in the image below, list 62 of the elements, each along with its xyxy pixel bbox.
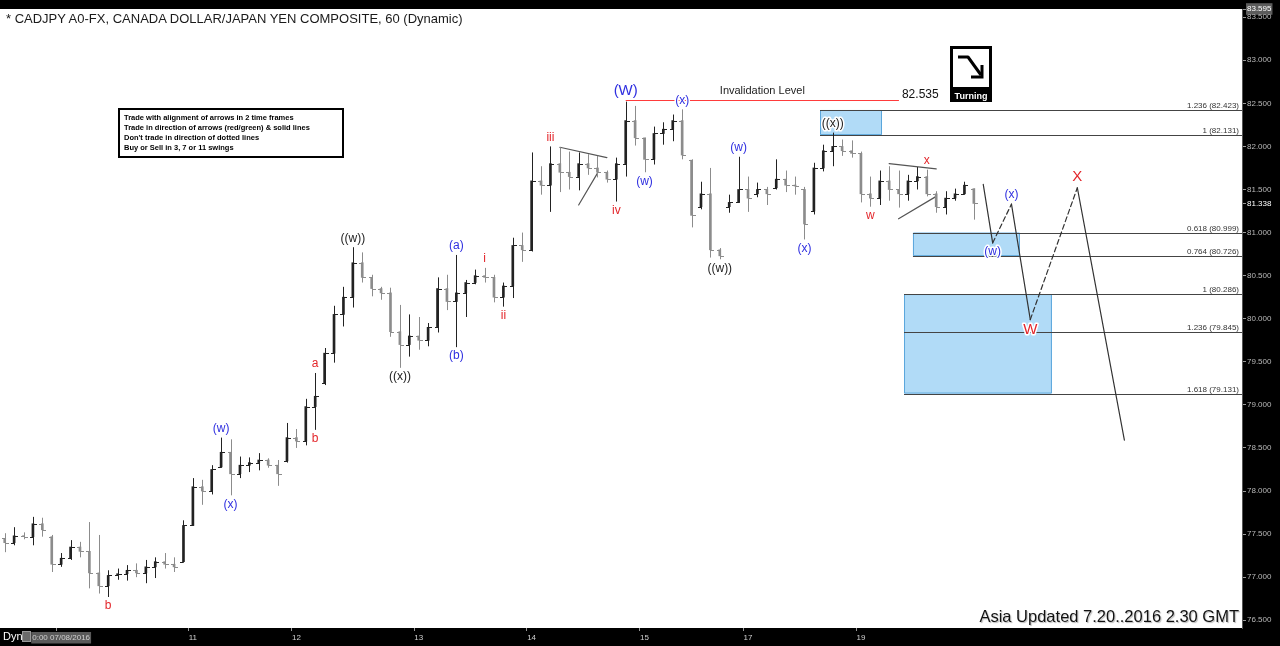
annotation: (w) [730, 140, 747, 155]
text: Dyn [3, 630, 23, 643]
annotation: Asia Updated 7.20..2016 2.30 GMT [979, 607, 1239, 626]
y-tick-label: 81.000 [1247, 227, 1273, 237]
annotation: w [865, 208, 875, 223]
ref-line-label: 1.236 (79.845) [1186, 322, 1240, 332]
x-tick-label: 0:00 07/08/2016 [32, 633, 91, 642]
y-tick-label: 83.595 [1247, 4, 1273, 14]
annotation: a [311, 356, 319, 371]
y-tick-label: 82.000 [1247, 141, 1273, 151]
y-tick-label: 79.500 [1247, 356, 1273, 366]
y-tick-label: 83.500 [1247, 12, 1273, 22]
annotation: (W) [613, 81, 638, 99]
y-tick-label: 82.500 [1247, 98, 1273, 108]
ref-line-label: 0.764 (80.726) [1186, 246, 1240, 256]
x-tick-label: 14 [527, 633, 537, 642]
annotation: (x) [797, 240, 812, 255]
x-tick-label: 19 [856, 633, 866, 642]
y-tick-label: 80.500 [1247, 270, 1273, 280]
annotation: b [311, 431, 319, 446]
annotation: (w) [984, 244, 1001, 259]
annotation: (x) [223, 496, 238, 511]
ref-line-label: 1 (82.131) [1202, 125, 1240, 135]
annotation: Turning [950, 90, 992, 102]
y-tick-label: 83.000 [1247, 55, 1273, 65]
annotation: iii [546, 129, 555, 144]
annotation: (b) [449, 348, 464, 363]
annotation: iv [611, 202, 621, 217]
annotation: ((x)) [388, 369, 411, 384]
ref-line-label: 1.618 (79.131) [1186, 384, 1240, 394]
y-tick-label: 81.338 [1247, 198, 1273, 208]
annotation: ii [500, 307, 507, 322]
y-tick-label: 77.500 [1247, 529, 1273, 539]
annotation: 82.535 [901, 86, 939, 101]
annotation: (a) [449, 238, 464, 253]
chart-title: * CADJPY A0-FX, CANADA DOLLAR/JAPAN YEN COMPOSITE, 60 (Dynamic) [6, 11, 463, 26]
annotation: b [104, 598, 112, 613]
annotation: ((w)) [707, 260, 733, 275]
x-tick-label: 13 [414, 633, 424, 642]
annotation: i [483, 251, 486, 266]
ref-line-label: 1 (80.286) [1202, 284, 1240, 294]
x-tick-label: 15 [640, 633, 650, 642]
y-tick-label: 78.500 [1247, 443, 1273, 453]
y-tick-label: 78.000 [1247, 486, 1273, 496]
ref-line-label: 1.236 (82.423) [1186, 100, 1240, 110]
annotation: X [1072, 167, 1083, 185]
y-tick-label: 79.000 [1247, 400, 1273, 410]
annotation: (w) [212, 420, 230, 435]
y-tick-label: 77.000 [1247, 572, 1273, 582]
y-tick-label: 76.500 [1247, 615, 1273, 625]
y-tick-label: 81.500 [1247, 184, 1273, 194]
annotation: ((w)) [340, 230, 366, 245]
ref-line-label: Invalidation Level [719, 84, 805, 97]
x-tick-label: 17 [743, 633, 754, 642]
ref-line-label: 0.618 (80.999) [1186, 223, 1240, 233]
y-tick-label: 80.000 [1247, 313, 1273, 323]
annotation: ((x)) [821, 115, 844, 130]
x-tick-label: 12 [291, 633, 302, 642]
annotation: x [923, 152, 930, 167]
x-tick-label: 11 [188, 633, 198, 642]
annotation: (w) [636, 173, 653, 188]
annotation: (x) [1004, 187, 1019, 202]
